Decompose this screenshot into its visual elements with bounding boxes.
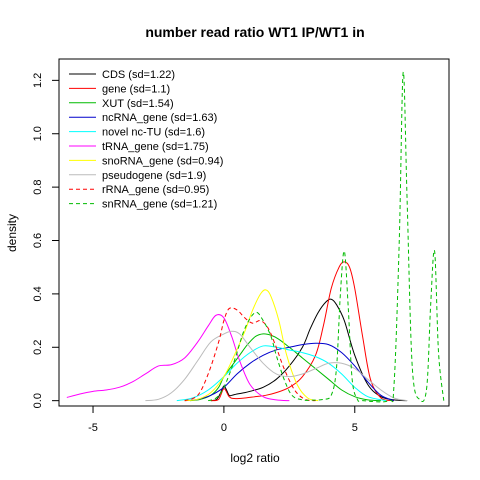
y-tick-label: 0.4 [32, 286, 44, 301]
y-tick-label: 0.6 [32, 233, 44, 248]
legend-label: novel nc-TU (sd=1.6) [102, 127, 205, 139]
series-line-7 [145, 330, 408, 402]
series-line-9 [208, 71, 445, 403]
series-line-6 [184, 289, 319, 402]
legend-label: ncRNA_gene (sd=1.63) [102, 112, 217, 124]
legend: CDS (sd=1.22) gene (sd=1.1) XUT (sd=1.54) n… [69, 69, 223, 211]
x-tick-label: 0 [221, 422, 227, 434]
legend-label: XUT (sd=1.54) [102, 98, 174, 110]
legend-label: CDS (sd=1.22) [102, 69, 175, 81]
x-tick-label: -5 [88, 422, 98, 434]
legend-label: snRNA_gene (sd=1.21) [102, 199, 217, 211]
y-tick-label: 0.8 [32, 179, 44, 194]
series-line-1 [210, 261, 395, 402]
y-axis: 0.0 0.2 0.4 0.6 0.8 1.0 1.2 [32, 73, 59, 408]
legend-label: snoRNA_gene (sd=0.94) [102, 155, 223, 167]
series-line-5 [66, 314, 290, 402]
chart-title: number read ratio WT1 IP/WT1 in [145, 24, 364, 40]
series-line-2 [189, 333, 381, 402]
series-line-4 [176, 345, 387, 402]
series-line-3 [184, 342, 395, 402]
plot-frame [58, 58, 450, 407]
y-tick-label: 0.0 [32, 393, 44, 408]
legend-label: tRNA_gene (sd=1.75) [102, 141, 209, 153]
y-tick-label: 1.0 [32, 126, 44, 141]
x-axis: -5 0 5 [88, 406, 358, 434]
y-tick-label: 1.2 [32, 73, 44, 88]
legend-label: gene (sd=1.1) [102, 83, 170, 95]
legend-label: pseudogene (sd=1.9) [102, 170, 206, 182]
y-tick-label: 0.2 [32, 340, 44, 355]
series-lines [66, 71, 445, 403]
x-tick-label: 5 [352, 422, 358, 434]
y-axis-label: density [5, 214, 19, 252]
x-axis-label: log2 ratio [230, 451, 280, 465]
series-line-8 [184, 307, 316, 402]
legend-label: rRNA_gene (sd=0.95) [102, 184, 209, 196]
